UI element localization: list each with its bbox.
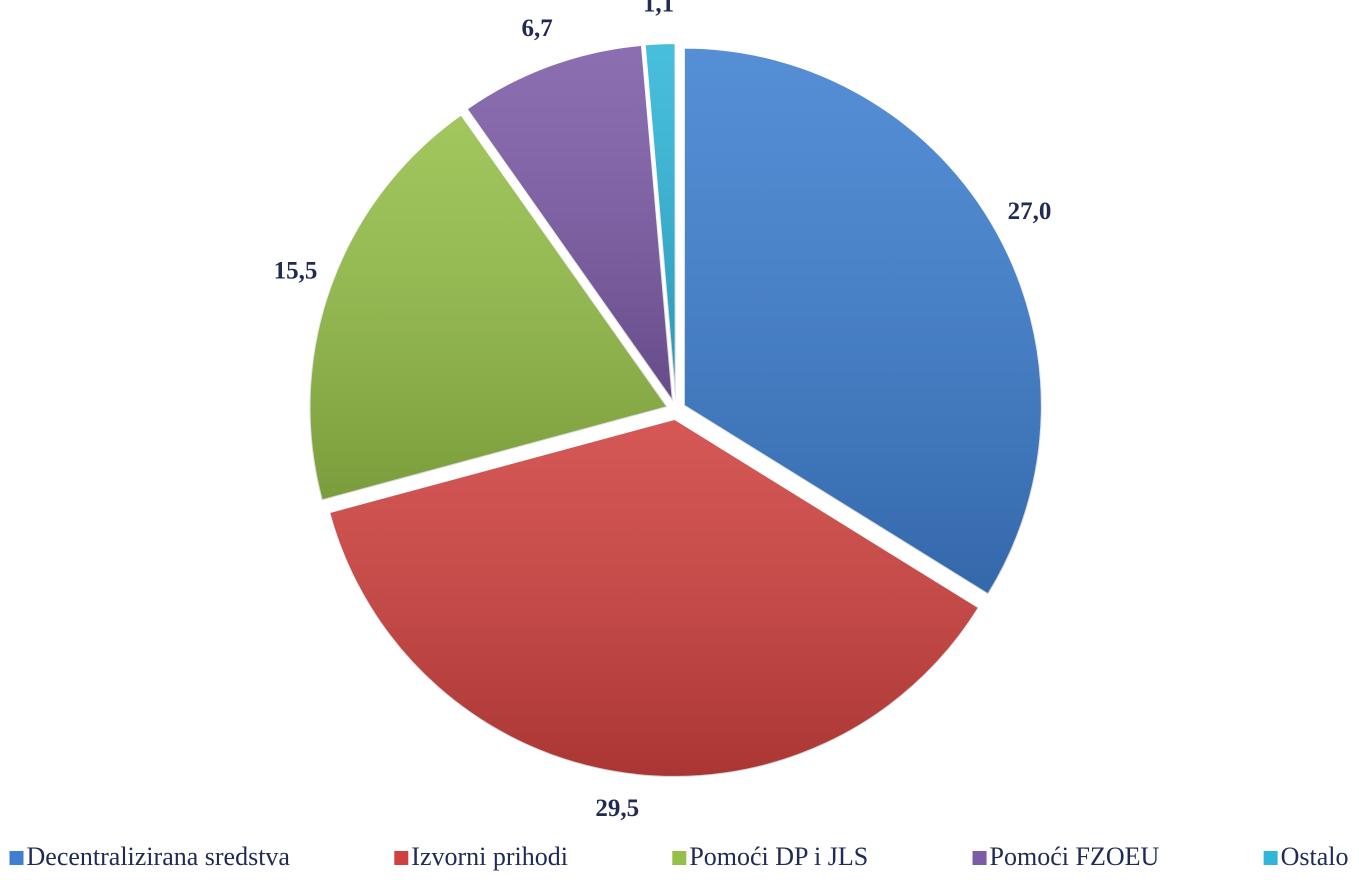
pie xyxy=(308,42,1043,778)
data-label: 29,5 xyxy=(595,795,639,822)
legend-swatch xyxy=(972,851,987,865)
legend-swatch xyxy=(394,851,409,865)
slice-shade xyxy=(683,47,1042,595)
slice-shade xyxy=(329,418,979,777)
legend-label: Pomoći FZOEU xyxy=(990,842,1160,871)
legend: Decentralizirana sredstva Izvorni prihodi… xyxy=(9,842,1349,871)
data-labels: 27,0 29,5 15,5 6,7 1,1 xyxy=(274,0,1052,822)
slice xyxy=(465,43,675,406)
legend-label: Izvorni prihodi xyxy=(411,842,568,871)
legend-label: Decentralizirana sredstva xyxy=(27,842,291,871)
data-label: 27,0 xyxy=(1008,198,1052,225)
slice-shade xyxy=(644,43,676,402)
data-label: 1,1 xyxy=(643,0,674,18)
slice xyxy=(643,42,677,402)
slice xyxy=(327,417,981,778)
legend-label: Ostalo xyxy=(1281,842,1349,871)
slice-shade xyxy=(466,44,673,402)
legend-swatch xyxy=(672,851,687,865)
slice xyxy=(308,112,670,502)
data-label: 6,7 xyxy=(522,15,553,42)
data-label: 15,5 xyxy=(274,257,318,284)
slice xyxy=(682,46,1043,596)
legend-label: Pomoći DP i JLS xyxy=(689,842,868,871)
slice-shade xyxy=(309,114,668,501)
legend-swatch xyxy=(9,851,24,865)
legend-swatch xyxy=(1263,851,1278,865)
